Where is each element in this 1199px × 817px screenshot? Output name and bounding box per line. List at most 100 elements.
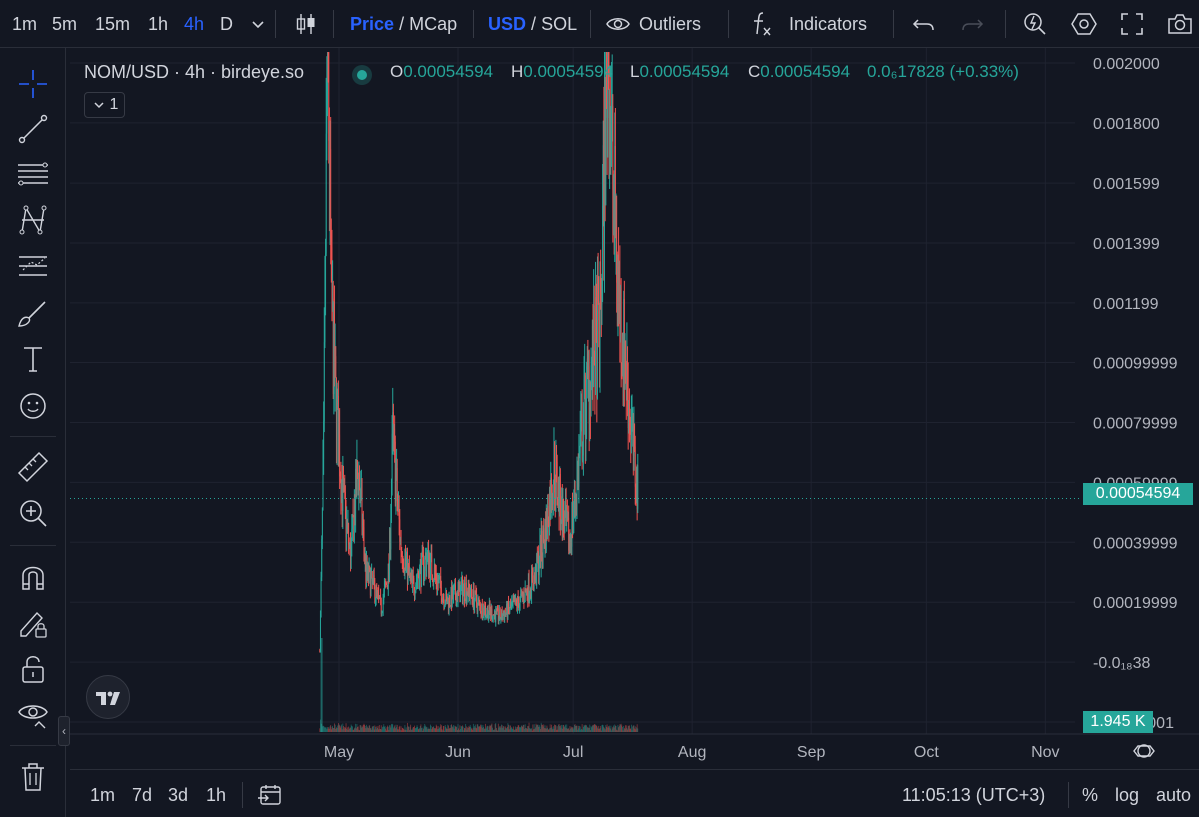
volume-bar xyxy=(478,726,480,732)
volume-bar xyxy=(609,728,611,732)
fx-icon[interactable] xyxy=(748,10,776,38)
zoom-in-icon[interactable] xyxy=(15,495,51,531)
volume-bar xyxy=(563,724,564,732)
time-axis[interactable]: May Jun Jul Aug Sep Oct Nov xyxy=(324,744,1155,761)
volume-bar xyxy=(590,730,591,732)
interval-dropdown-chevron-icon[interactable] xyxy=(244,10,272,38)
candle-body xyxy=(624,358,626,390)
sol-option[interactable]: SOL xyxy=(541,14,578,34)
indicators-button[interactable]: Indicators xyxy=(789,14,868,34)
price-mcap-toggle[interactable]: Price / MCap xyxy=(350,0,457,48)
interval-1h[interactable]: 1h xyxy=(148,14,169,34)
candle-body xyxy=(362,525,364,528)
lock-drawing-icon[interactable] xyxy=(15,605,51,641)
volume-bar xyxy=(345,723,347,732)
usd-option[interactable]: USD xyxy=(488,14,527,34)
candle-body xyxy=(412,576,414,579)
candle-body xyxy=(336,398,338,448)
range-1h[interactable]: 1h xyxy=(206,785,227,805)
range-1m[interactable]: 1m xyxy=(90,785,116,805)
volume-bar xyxy=(344,726,346,732)
volume-bar xyxy=(444,730,445,732)
volume-bar xyxy=(360,727,362,732)
volume-bar xyxy=(584,724,586,732)
trash-icon[interactable] xyxy=(15,759,51,795)
candle-body xyxy=(497,607,499,609)
interval-4h[interactable]: 4h xyxy=(184,14,205,34)
candle-type-icon[interactable] xyxy=(292,10,320,38)
candle-body xyxy=(509,605,511,612)
tradingview-logo-icon[interactable] xyxy=(86,675,130,719)
ruler-icon[interactable] xyxy=(15,449,51,485)
candle-body xyxy=(526,588,527,593)
price-axis[interactable]: 0.002000 0.001800 0.001599 0.001399 0.001199… xyxy=(1093,56,1178,732)
pattern-icon[interactable] xyxy=(15,202,51,238)
volume-bar xyxy=(546,725,548,732)
camera-icon[interactable] xyxy=(1166,10,1194,38)
text-tool-icon[interactable] xyxy=(15,341,51,377)
fullscreen-icon[interactable] xyxy=(1118,10,1146,38)
percent-scale-toggle[interactable]: % xyxy=(1082,785,1099,805)
candle-body xyxy=(477,600,479,612)
candle-body xyxy=(388,563,390,576)
mcap-option[interactable]: MCap xyxy=(409,14,458,34)
candle-body xyxy=(538,564,540,576)
candle-body xyxy=(472,588,474,606)
price-option[interactable]: Price xyxy=(350,14,395,34)
auto-scale-toggle[interactable]: auto xyxy=(1156,785,1192,805)
legend-collapse-button[interactable]: 1 xyxy=(84,92,125,118)
candle-body xyxy=(327,52,329,53)
volume-bar xyxy=(495,727,497,732)
log-scale-toggle[interactable]: log xyxy=(1115,785,1140,805)
range-7d[interactable]: 7d xyxy=(132,785,153,805)
volume-bar xyxy=(508,724,509,732)
time-tick-label: Aug xyxy=(678,744,706,761)
unlock-icon[interactable] xyxy=(15,651,51,687)
candle-body xyxy=(353,506,355,541)
candle-body xyxy=(610,140,612,158)
volume-bar xyxy=(535,727,536,732)
symbol-title[interactable]: NOM/USD · 4h · birdeye.so xyxy=(84,62,305,82)
volume-bar xyxy=(327,728,329,732)
interval-1m[interactable]: 1m xyxy=(12,14,38,34)
interval-5m[interactable]: 5m xyxy=(52,14,78,34)
crosshair-icon[interactable] xyxy=(15,66,51,102)
collapse-toolbar-chevron-icon[interactable]: ‹ xyxy=(58,716,70,746)
brush-icon[interactable] xyxy=(15,296,51,332)
volume-bar xyxy=(611,728,613,732)
range-3d[interactable]: 3d xyxy=(168,785,189,805)
volume-bar xyxy=(462,726,464,732)
candle-body xyxy=(352,514,354,517)
usd-sol-toggle[interactable]: USD / SOL xyxy=(488,0,577,48)
volume-bar xyxy=(557,729,559,732)
clock-timezone[interactable]: 11:05:13 (UTC+3) xyxy=(902,785,1046,805)
outliers-button[interactable]: Outliers xyxy=(639,14,702,34)
visibility-icon[interactable] xyxy=(15,696,51,732)
interval-d[interactable]: D xyxy=(220,14,233,34)
trend-line-icon[interactable] xyxy=(15,111,51,147)
volume-bar xyxy=(620,723,622,732)
go-to-date-icon[interactable] xyxy=(256,781,284,809)
volume-bar xyxy=(506,728,508,732)
interval-15m[interactable]: 15m xyxy=(95,14,131,34)
volume-bar xyxy=(466,729,468,732)
volume-bar xyxy=(416,725,418,732)
volume-bar xyxy=(341,724,342,732)
undo-icon[interactable] xyxy=(910,10,938,38)
candle-body xyxy=(402,563,404,568)
redo-icon[interactable] xyxy=(958,10,986,38)
volume-bar xyxy=(469,724,471,732)
volume-bar xyxy=(635,729,637,732)
settings-hexagon-icon[interactable] xyxy=(1070,10,1098,38)
volume-bar xyxy=(476,728,477,732)
eye-icon[interactable] xyxy=(604,10,632,38)
volume-label: 1.945 K xyxy=(1083,711,1153,733)
quick-search-icon[interactable] xyxy=(1021,10,1049,38)
fib-lines-icon[interactable] xyxy=(15,157,51,193)
chart-area[interactable]: 0.002000 0.001800 0.001599 0.001399 0.001199… xyxy=(70,48,1199,769)
forecast-icon[interactable] xyxy=(15,248,51,284)
emoji-icon[interactable] xyxy=(15,388,51,424)
volume-bar xyxy=(467,727,468,732)
magnet-icon[interactable] xyxy=(15,559,51,595)
candle-body xyxy=(400,539,401,542)
